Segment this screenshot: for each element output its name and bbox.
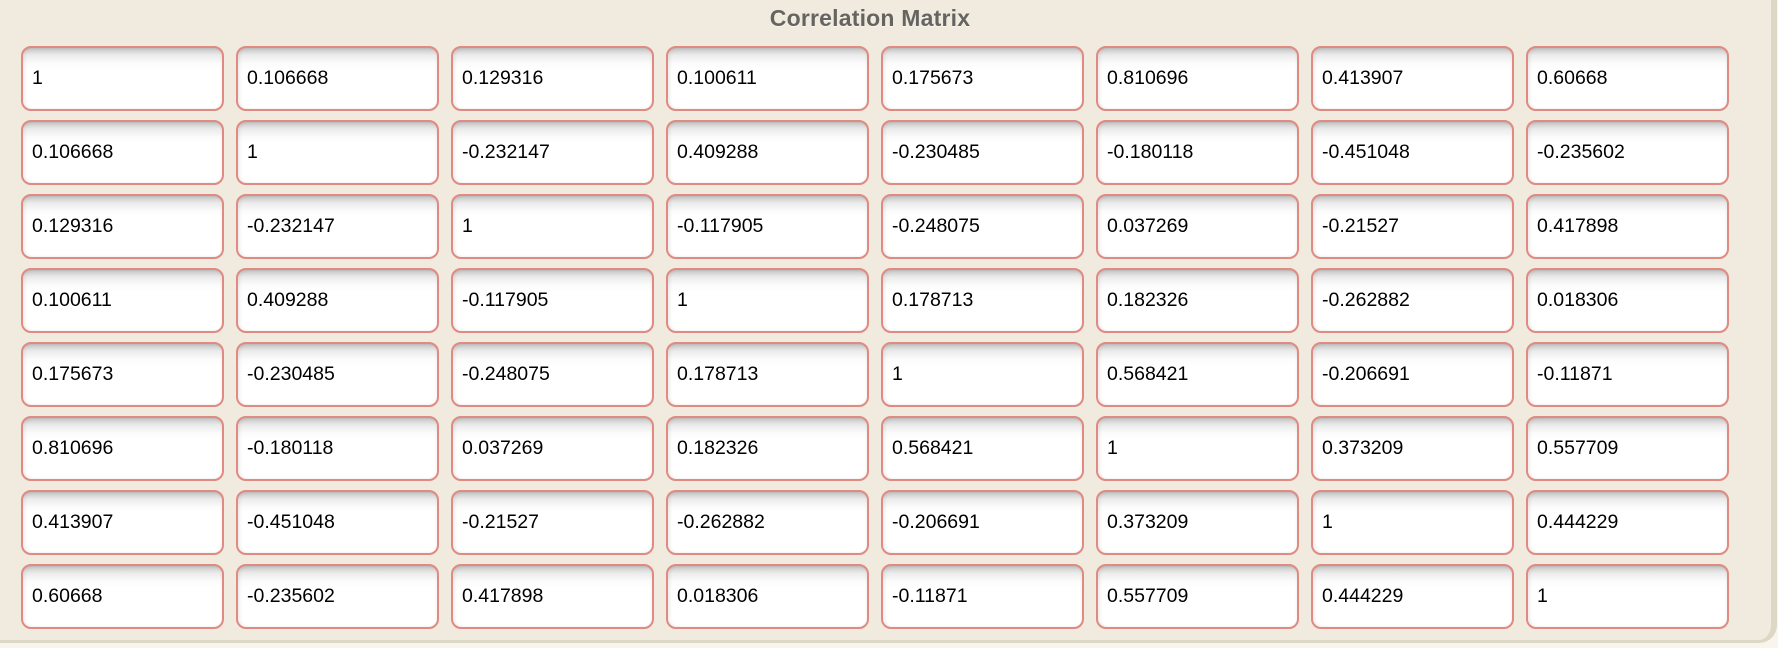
matrix-cell-r4c7[interactable] <box>1311 268 1514 333</box>
matrix-cell-r3c7[interactable] <box>1311 194 1514 259</box>
matrix-cell-r7c3[interactable] <box>451 490 654 555</box>
matrix-cell-r6c3[interactable] <box>451 416 654 481</box>
matrix-cell-r2c5[interactable] <box>881 120 1084 185</box>
matrix-cell-r5c1[interactable] <box>21 342 224 407</box>
matrix-cell-r5c8[interactable] <box>1526 342 1729 407</box>
matrix-cell-r7c7[interactable] <box>1311 490 1514 555</box>
matrix-cell-r2c8[interactable] <box>1526 120 1729 185</box>
matrix-cell-r1c2[interactable] <box>236 46 439 111</box>
matrix-cell-r1c5[interactable] <box>881 46 1084 111</box>
matrix-cell-r3c6[interactable] <box>1096 194 1299 259</box>
matrix-cell-r7c1[interactable] <box>21 490 224 555</box>
matrix-cell-r1c6[interactable] <box>1096 46 1299 111</box>
matrix-cell-r3c2[interactable] <box>236 194 439 259</box>
matrix-cell-r7c6[interactable] <box>1096 490 1299 555</box>
matrix-cell-r4c5[interactable] <box>881 268 1084 333</box>
matrix-cell-r8c1[interactable] <box>21 564 224 629</box>
correlation-matrix-grid <box>21 46 1729 629</box>
matrix-cell-r8c7[interactable] <box>1311 564 1514 629</box>
matrix-cell-r4c1[interactable] <box>21 268 224 333</box>
page-title: Correlation Matrix <box>769 5 971 31</box>
matrix-cell-r2c4[interactable] <box>666 120 869 185</box>
matrix-cell-r8c2[interactable] <box>236 564 439 629</box>
matrix-cell-r3c3[interactable] <box>451 194 654 259</box>
matrix-cell-r7c5[interactable] <box>881 490 1084 555</box>
matrix-cell-r8c5[interactable] <box>881 564 1084 629</box>
matrix-cell-r3c1[interactable] <box>21 194 224 259</box>
matrix-cell-r4c2[interactable] <box>236 268 439 333</box>
matrix-cell-r4c8[interactable] <box>1526 268 1729 333</box>
matrix-cell-r1c7[interactable] <box>1311 46 1514 111</box>
matrix-cell-r2c6[interactable] <box>1096 120 1299 185</box>
matrix-cell-r6c8[interactable] <box>1526 416 1729 481</box>
matrix-cell-r7c2[interactable] <box>236 490 439 555</box>
matrix-cell-r3c4[interactable] <box>666 194 869 259</box>
matrix-cell-r7c4[interactable] <box>666 490 869 555</box>
matrix-cell-r2c3[interactable] <box>451 120 654 185</box>
matrix-cell-r5c2[interactable] <box>236 342 439 407</box>
matrix-cell-r6c6[interactable] <box>1096 416 1299 481</box>
matrix-cell-r4c6[interactable] <box>1096 268 1299 333</box>
matrix-cell-r8c6[interactable] <box>1096 564 1299 629</box>
matrix-cell-r4c3[interactable] <box>451 268 654 333</box>
matrix-cell-r6c7[interactable] <box>1311 416 1514 481</box>
matrix-cell-r6c1[interactable] <box>21 416 224 481</box>
matrix-cell-r5c5[interactable] <box>881 342 1084 407</box>
matrix-cell-r8c8[interactable] <box>1526 564 1729 629</box>
matrix-cell-r6c5[interactable] <box>881 416 1084 481</box>
matrix-cell-r6c4[interactable] <box>666 416 869 481</box>
matrix-cell-r5c3[interactable] <box>451 342 654 407</box>
matrix-cell-r1c4[interactable] <box>666 46 869 111</box>
matrix-cell-r6c2[interactable] <box>236 416 439 481</box>
matrix-cell-r5c7[interactable] <box>1311 342 1514 407</box>
matrix-cell-r8c4[interactable] <box>666 564 869 629</box>
matrix-cell-r4c4[interactable] <box>666 268 869 333</box>
matrix-cell-r8c3[interactable] <box>451 564 654 629</box>
matrix-cell-r1c8[interactable] <box>1526 46 1729 111</box>
matrix-cell-r3c8[interactable] <box>1526 194 1729 259</box>
matrix-cell-r5c4[interactable] <box>666 342 869 407</box>
matrix-cell-r1c3[interactable] <box>451 46 654 111</box>
matrix-cell-r2c1[interactable] <box>21 120 224 185</box>
matrix-cell-r7c8[interactable] <box>1526 490 1729 555</box>
matrix-cell-r1c1[interactable] <box>21 46 224 111</box>
matrix-cell-r3c5[interactable] <box>881 194 1084 259</box>
matrix-cell-r2c7[interactable] <box>1311 120 1514 185</box>
matrix-cell-r2c2[interactable] <box>236 120 439 185</box>
matrix-cell-r5c6[interactable] <box>1096 342 1299 407</box>
